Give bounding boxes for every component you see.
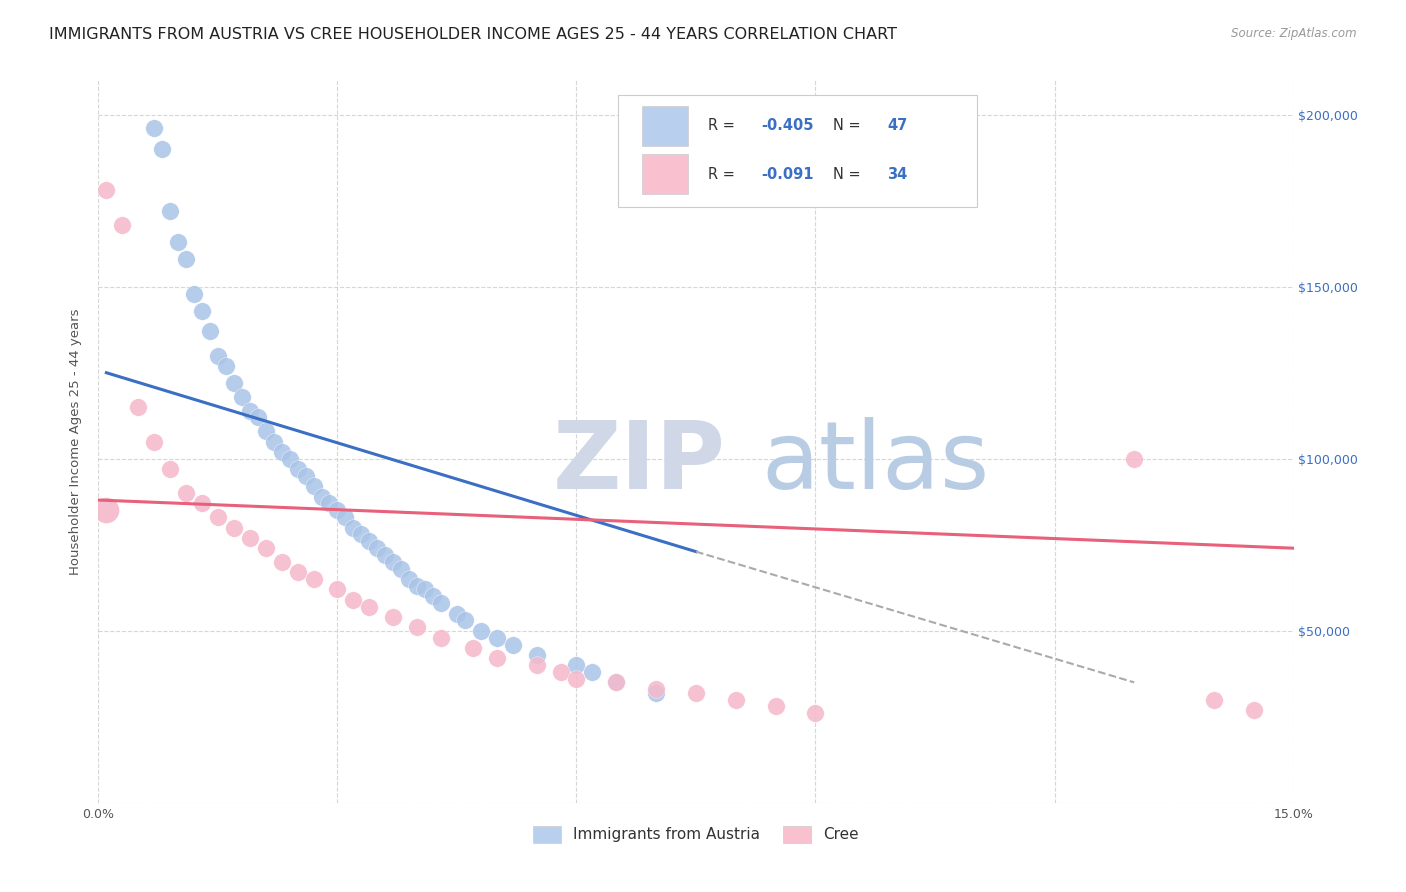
Point [565,672,588,686]
Text: ZIP: ZIP [553,417,725,509]
Point [127,400,149,414]
Point [254,424,277,438]
Point [326,582,349,597]
Point [398,572,420,586]
FancyBboxPatch shape [619,95,977,207]
Point [605,675,627,690]
Point [302,479,325,493]
Point [502,638,524,652]
Point [389,562,412,576]
Point [159,462,181,476]
Point [239,403,262,417]
Point [318,496,340,510]
Legend: Immigrants from Austria, Cree: Immigrants from Austria, Cree [527,820,865,849]
Point [374,548,396,562]
Point [422,590,444,604]
Point [278,451,301,466]
Point [413,582,436,597]
Point [342,520,364,534]
Point [565,658,588,673]
Point [167,235,190,249]
Point [581,665,603,679]
Point [239,531,262,545]
Point [685,686,707,700]
Point [550,665,572,679]
Point [645,682,668,697]
Point [174,486,197,500]
Point [526,658,548,673]
Text: IMMIGRANTS FROM AUSTRIA VS CREE HOUSEHOLDER INCOME AGES 25 - 44 YEARS CORRELATIO: IMMIGRANTS FROM AUSTRIA VS CREE HOUSEHOL… [49,27,897,42]
Point [1123,451,1146,466]
Point [485,631,508,645]
Point [724,692,747,706]
Point [454,614,477,628]
Point [470,624,492,638]
Text: N =: N = [834,167,866,182]
Point [150,142,173,156]
Point [222,520,245,534]
Point [446,607,468,621]
Point [215,359,238,373]
Text: R =: R = [709,119,740,133]
Point [263,434,285,449]
Point [222,376,245,390]
Point [183,286,205,301]
Point [191,496,214,510]
Point [96,503,118,517]
Text: 34: 34 [887,167,907,182]
Point [270,445,292,459]
Point [198,325,221,339]
Point [246,410,269,425]
Point [287,566,309,580]
Point [461,640,484,655]
Point [311,490,333,504]
Point [191,303,214,318]
Text: R =: R = [709,167,740,182]
Point [359,534,381,549]
Text: atlas: atlas [762,417,990,509]
Point [159,204,181,219]
Point [804,706,827,721]
Text: 47: 47 [887,119,907,133]
Text: -0.091: -0.091 [762,167,814,182]
Point [207,349,229,363]
Point [359,599,381,614]
Point [605,675,627,690]
Point [485,651,508,665]
Point [430,596,453,610]
Text: -0.405: -0.405 [762,119,814,133]
Point [430,631,453,645]
Point [302,572,325,586]
Point [350,527,373,541]
Point [366,541,388,556]
Point [231,390,253,404]
Point [645,686,668,700]
Point [326,503,349,517]
FancyBboxPatch shape [643,154,688,194]
Point [382,555,405,569]
Point [143,121,166,136]
Point [207,510,229,524]
Point [1243,703,1265,717]
Y-axis label: Householder Income Ages 25 - 44 years: Householder Income Ages 25 - 44 years [69,309,83,574]
Point [406,579,429,593]
Point [111,218,134,232]
Point [526,648,548,662]
Text: N =: N = [834,119,866,133]
Text: Source: ZipAtlas.com: Source: ZipAtlas.com [1232,27,1357,40]
Point [96,183,118,197]
FancyBboxPatch shape [643,106,688,145]
Point [143,434,166,449]
Point [287,462,309,476]
Point [342,592,364,607]
Point [765,699,787,714]
Point [335,510,357,524]
Point [1202,692,1225,706]
Point [382,610,405,624]
Point [406,620,429,634]
Point [294,469,316,483]
Point [254,541,277,556]
Point [174,252,197,267]
Point [270,555,292,569]
